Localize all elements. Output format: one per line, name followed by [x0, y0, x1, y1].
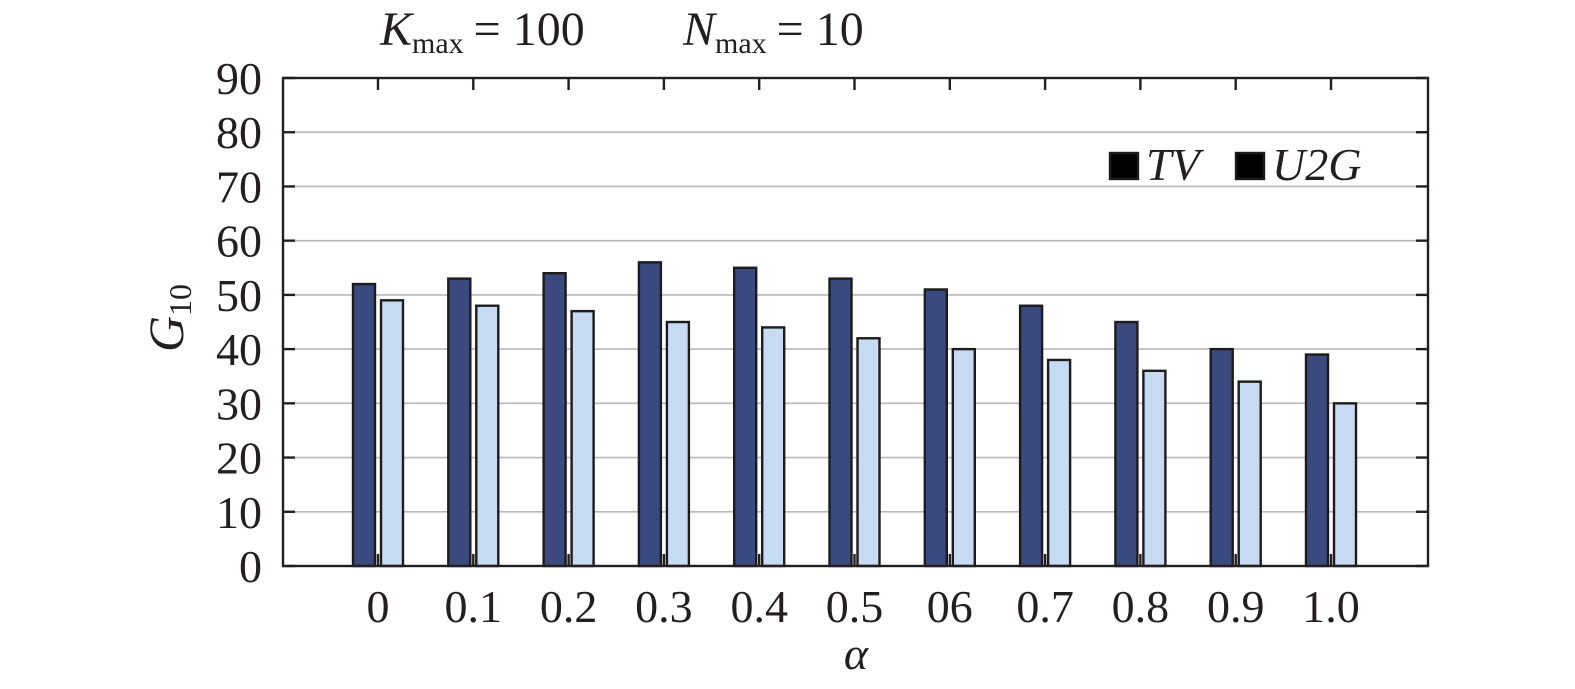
legend-label-tv: TV — [1146, 139, 1205, 190]
k-max-subscript: max — [412, 27, 464, 60]
bar-u2g-0.5 — [856, 337, 881, 568]
x-tick-label-0.4: 0.4 — [730, 581, 788, 632]
bar-tv-0.9 — [1209, 347, 1234, 568]
n-max-symbol: N — [682, 3, 718, 56]
bar-tv-0.8 — [1114, 320, 1139, 568]
bar-u2g-1.0 — [1332, 402, 1358, 568]
x-axis-label: α — [844, 628, 869, 679]
bar-u2g-0.7 — [1046, 358, 1072, 568]
bar-u2g-0.3 — [665, 320, 691, 568]
x-tick-label-0: 0 — [367, 581, 390, 632]
x-tick-label-0.9: 0.9 — [1207, 581, 1265, 632]
bar-tv-06 — [923, 288, 948, 568]
bar-tv-1.0 — [1304, 353, 1330, 568]
bar-tv-0.2 — [542, 272, 567, 568]
legend-swatch-u2g — [1234, 151, 1266, 181]
bar-u2g-0.9 — [1237, 380, 1262, 568]
x-tick-label-0.3: 0.3 — [635, 581, 693, 632]
bar-tv-0.5 — [828, 277, 853, 568]
x-tick-label-0.1: 0.1 — [445, 581, 503, 632]
legend-swatch-tv — [1108, 151, 1140, 181]
k-max-symbol: K — [379, 3, 415, 56]
y-tick-label-30: 30 — [216, 378, 262, 429]
x-tick-label-1.0: 1.0 — [1302, 581, 1360, 632]
x-tick-label-0.5: 0.5 — [826, 581, 884, 632]
chart-header: Kmax = 100 Nmax = 10 — [379, 3, 864, 60]
plot-frame — [281, 76, 1430, 568]
x-tick-label-0.2: 0.2 — [540, 581, 598, 632]
bar-u2g-0.8 — [1142, 369, 1167, 568]
x-tick-label-0.8: 0.8 — [1112, 581, 1170, 632]
y-tick-label-90: 90 — [216, 53, 262, 104]
k-max-value: = 100 — [474, 3, 585, 56]
bar-u2g-06 — [951, 347, 976, 568]
bar-u2g-0.4 — [761, 326, 786, 568]
bar-u2g-0.2 — [570, 309, 595, 568]
legend-label-u2g: U2G — [1272, 139, 1361, 190]
y-axis-label-subscript: 10 — [162, 284, 198, 316]
bar-u2g-0 — [379, 299, 405, 568]
bar-u2g-0.1 — [475, 304, 500, 568]
bar-tv-0.3 — [637, 261, 663, 568]
y-tick-label-40: 40 — [216, 324, 262, 375]
y-tick-label-0: 0 — [239, 541, 262, 592]
y-axis-label: G10 — [138, 284, 198, 352]
y-tick-label-80: 80 — [216, 107, 262, 158]
svg-text:Kmax= 100: Kmax = 100 — [379, 3, 585, 60]
bar-tv-0.1 — [447, 277, 472, 568]
bar-tv-0.4 — [733, 266, 758, 568]
y-tick-label-60: 60 — [216, 216, 262, 267]
svg-text:Nmax= 10: Nmax = 10 — [682, 3, 864, 60]
y-tick-label-10: 10 — [216, 487, 262, 538]
n-max-value: = 10 — [777, 3, 864, 56]
x-tick-label-0.7: 0.7 — [1016, 581, 1074, 632]
y-tick-label-20: 20 — [216, 433, 262, 484]
y-axis-label-symbol: G — [138, 316, 194, 352]
bar-tv-0 — [351, 282, 377, 568]
n-max-subscript: max — [715, 27, 767, 60]
legend: TV U2G — [1108, 139, 1361, 190]
y-tick-label-50: 50 — [216, 270, 262, 321]
y-tick-label-70: 70 — [216, 161, 262, 212]
bar-tv-0.7 — [1018, 304, 1044, 568]
x-tick-label-06: 06 — [927, 581, 973, 632]
